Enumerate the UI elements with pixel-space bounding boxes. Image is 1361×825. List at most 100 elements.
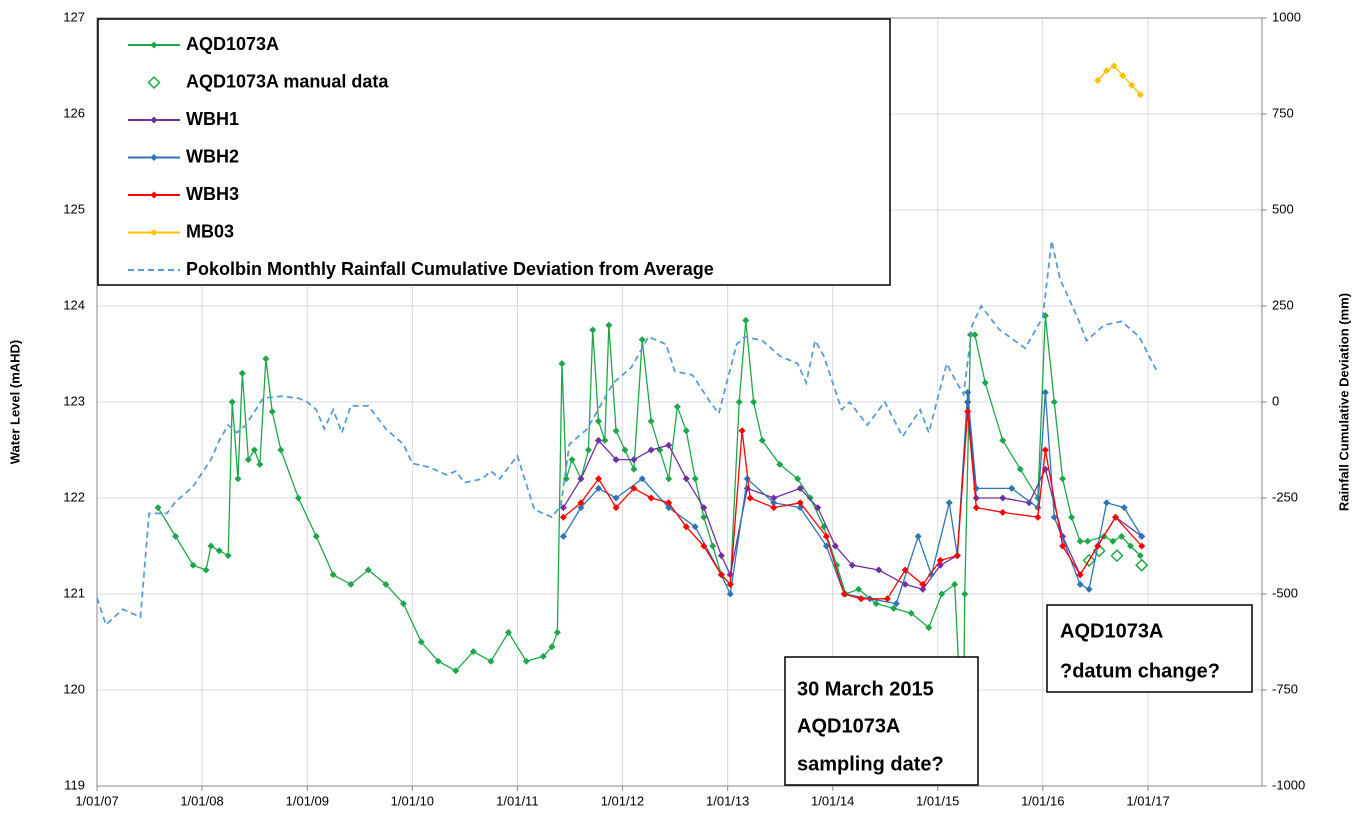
marker — [647, 417, 655, 425]
annotation: AQD1073A ?datum change? — [1046, 604, 1253, 693]
marker — [638, 336, 646, 344]
marker — [1127, 542, 1135, 550]
marker — [738, 427, 746, 435]
marker — [1138, 532, 1146, 540]
marker — [742, 316, 750, 324]
marker — [770, 494, 778, 502]
marker — [709, 542, 717, 550]
marker — [612, 494, 620, 502]
marker — [1068, 513, 1076, 521]
x-tick-label: 1/01/12 — [601, 793, 644, 808]
marker — [717, 571, 725, 579]
marker — [595, 417, 603, 425]
legend-label: Pokolbin Monthly Rainfall Cumulative Dev… — [186, 259, 714, 279]
marker — [1094, 76, 1102, 84]
marker — [215, 547, 223, 555]
marker — [682, 475, 690, 483]
marker — [1110, 549, 1124, 563]
legend-label: WBH3 — [186, 184, 239, 204]
marker — [875, 566, 883, 574]
marker — [1136, 91, 1144, 99]
marker — [577, 504, 585, 512]
marker — [1041, 446, 1049, 454]
marker — [951, 580, 959, 588]
marker — [770, 504, 778, 512]
marker — [244, 456, 252, 464]
y2-axis-title: Rainfall Cumulative Deviation (mm) — [1336, 293, 1351, 511]
marker — [925, 624, 933, 632]
x-tick-label: 1/01/17 — [1126, 793, 1169, 808]
marker — [892, 600, 900, 608]
marker — [750, 398, 758, 406]
marker — [999, 508, 1007, 516]
marker — [399, 600, 407, 608]
marker — [964, 388, 972, 396]
marker — [1050, 513, 1058, 521]
marker — [890, 604, 898, 612]
marker — [487, 657, 495, 665]
marker — [1135, 558, 1149, 572]
y2-tick-label: 500 — [1272, 201, 1294, 216]
marker — [202, 566, 210, 574]
y2-tick-label: 250 — [1272, 297, 1294, 312]
marker — [539, 652, 547, 660]
marker — [647, 446, 655, 454]
marker — [682, 523, 690, 531]
y-tick-label: 126 — [63, 105, 85, 120]
marker — [665, 499, 673, 507]
marker — [665, 475, 673, 483]
marker — [150, 154, 158, 161]
marker — [558, 360, 566, 368]
marker — [776, 460, 784, 468]
marker — [746, 494, 754, 502]
marker — [189, 561, 197, 569]
marker — [577, 475, 585, 483]
marker — [595, 475, 603, 483]
marker — [726, 590, 734, 598]
marker — [822, 532, 830, 540]
x-tick-label: 1/01/09 — [286, 793, 329, 808]
marker — [907, 609, 915, 617]
marker — [312, 532, 320, 540]
marker — [794, 475, 802, 483]
x-tick-label: 1/01/16 — [1021, 793, 1064, 808]
marker — [277, 446, 285, 454]
marker — [612, 456, 620, 464]
x-tick-label: 1/01/07 — [75, 793, 118, 808]
annotation-text: AQD1073A — [1060, 620, 1163, 642]
marker — [150, 116, 158, 124]
marker — [150, 229, 158, 236]
marker — [936, 556, 944, 564]
marker — [1136, 552, 1144, 560]
marker — [981, 379, 989, 387]
marker — [638, 475, 646, 483]
marker — [595, 484, 603, 492]
y2-tick-label: 1000 — [1272, 9, 1301, 24]
y-axis-title: Water Level (mAHD) — [7, 340, 22, 464]
marker — [1109, 537, 1117, 545]
y-tick-label: 127 — [63, 9, 85, 24]
marker — [999, 494, 1007, 502]
marker — [919, 585, 927, 593]
marker — [452, 667, 460, 675]
legend-box — [97, 18, 891, 286]
marker — [872, 600, 880, 608]
legend-label: AQD1073A — [186, 34, 279, 54]
marker — [855, 585, 863, 593]
annotation-text: AQD1073A — [797, 715, 900, 737]
marker — [726, 571, 734, 579]
y2-tick-label: -500 — [1272, 585, 1298, 600]
marker — [682, 427, 690, 435]
marker — [945, 499, 953, 507]
marker — [382, 580, 390, 588]
y2-tick-label: -750 — [1272, 681, 1298, 696]
legend: AQD1073A AQD1073A manual data WBH1 WBH2 WBH3… — [97, 18, 891, 286]
marker — [1076, 537, 1084, 545]
marker — [584, 446, 592, 454]
marker — [630, 484, 638, 492]
annotation-text: sampling date? — [797, 753, 944, 775]
marker — [758, 436, 766, 444]
marker — [831, 542, 839, 550]
marker — [857, 595, 865, 603]
marker — [735, 398, 743, 406]
